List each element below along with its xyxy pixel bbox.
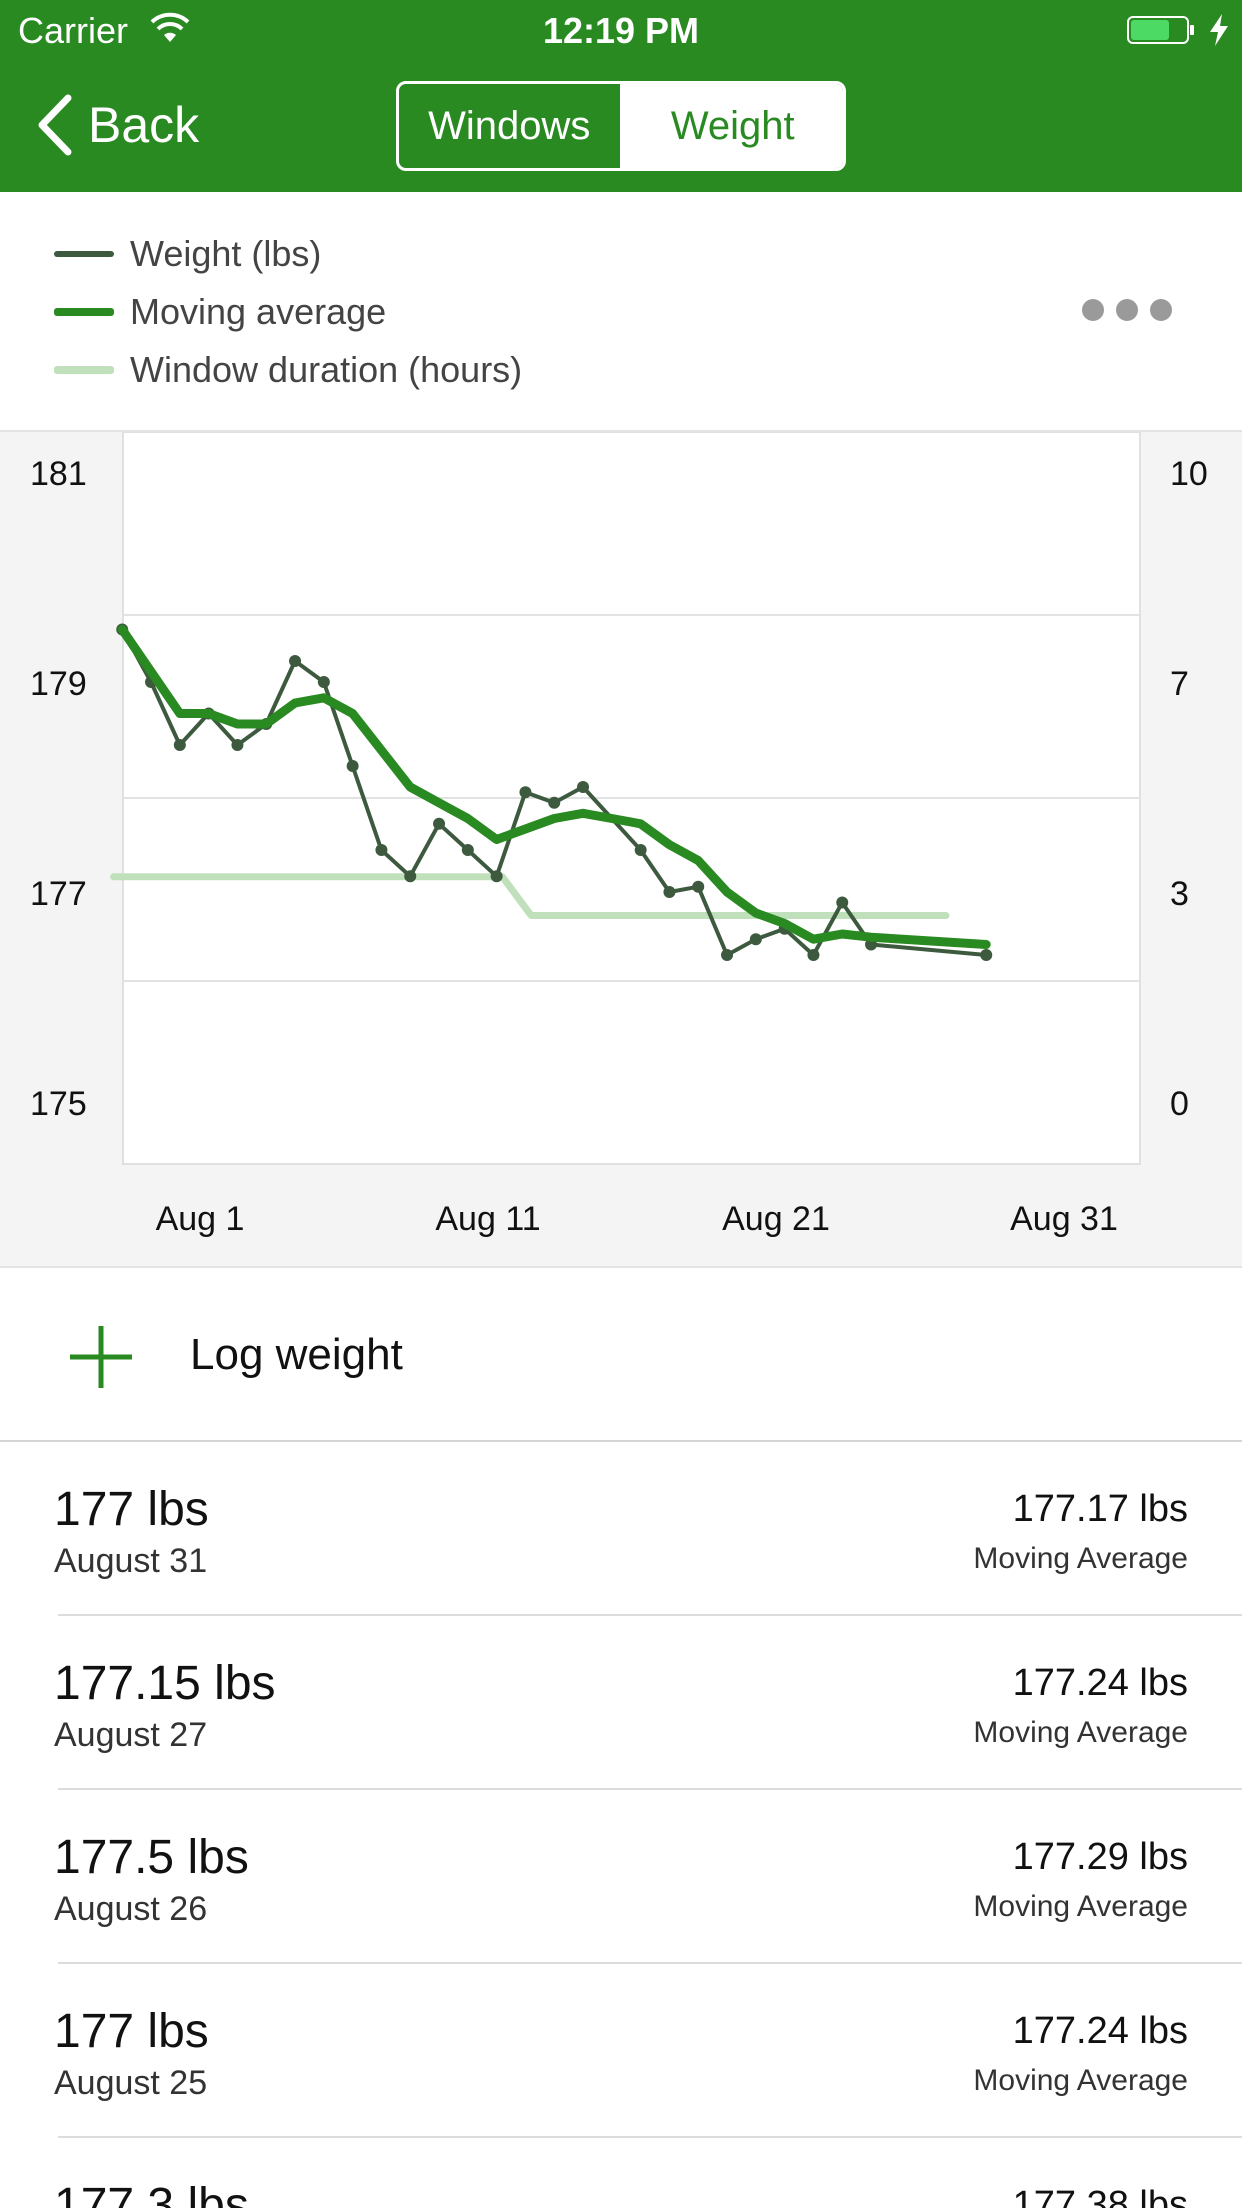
y-axis-left-tick-label: 175 — [30, 1085, 87, 1123]
more-dot — [1082, 299, 1104, 321]
weight-data-point — [289, 655, 302, 667]
entry-moving-average: 177.24 lbs — [1012, 2010, 1188, 2052]
series-line-window-duration — [110, 873, 950, 919]
weight-entry-row[interactable]: 177 lbs August 25 177.24 lbs Moving Aver… — [0, 1964, 1242, 2138]
weight-data-point — [461, 844, 474, 856]
weight-data-point — [404, 870, 417, 883]
weight-data-point — [231, 739, 244, 751]
weight-data-point — [346, 760, 359, 772]
entry-moving-average-label: Moving Average — [973, 1716, 1188, 1749]
back-button[interactable]: Back — [34, 90, 199, 160]
weight-data-point — [836, 896, 849, 909]
weight-data-point — [317, 676, 330, 688]
weight-data-point — [634, 844, 647, 856]
y-axis-right-tick-label: 10 — [1170, 455, 1208, 493]
y-axis-right-tick-label: 7 — [1170, 665, 1189, 703]
weight-data-point — [577, 781, 590, 793]
weight-data-point — [721, 949, 734, 961]
legend-label-weight: Weight (lbs) — [130, 233, 322, 274]
carrier-label: Carrier — [18, 10, 129, 51]
legend-item-weight: Weight (lbs) — [54, 229, 321, 279]
weight-data-point — [749, 933, 762, 946]
status-time: 12:19 PM — [542, 10, 700, 51]
log-weight-label: Log weight — [190, 1330, 403, 1379]
weight-data-point — [692, 880, 705, 893]
weight-entry-row[interactable]: 177 lbs August 31 177.17 lbs Moving Aver… — [0, 1442, 1242, 1616]
tab-windows[interactable]: Windows — [399, 84, 623, 168]
weight-data-point — [807, 949, 820, 961]
legend-item-window-duration: Window duration (hours) — [54, 345, 522, 395]
more-dot — [1116, 299, 1138, 321]
navigation-bar: Back Windows Weight — [0, 60, 1242, 192]
charging-bolt-icon — [1210, 14, 1228, 46]
series-line-moving-average — [117, 625, 991, 949]
entry-weight: 177.5 lbs — [54, 1831, 249, 1884]
entry-weight: 177.15 lbs — [54, 1657, 276, 1710]
back-label: Back — [88, 97, 200, 153]
app-header: Carrier 12:19 PM Back Windows Weight — [0, 0, 1242, 192]
entry-date: August 26 — [54, 1890, 208, 1928]
entry-date: August 27 — [54, 1716, 208, 1754]
weight-data-point — [980, 949, 993, 961]
y-axis-right-tick-label: 0 — [1170, 1085, 1189, 1123]
legend-item-moving-average: Moving average — [54, 287, 386, 337]
entry-moving-average-label: Moving Average — [973, 2064, 1188, 2097]
weight-data-point — [375, 844, 388, 856]
entry-moving-average-label: Moving Average — [973, 1542, 1188, 1575]
weight-data-point — [663, 886, 676, 898]
weight-data-point — [433, 817, 446, 830]
weight-entry-row[interactable]: 177.3 lbs 177.38 lbs — [0, 2138, 1242, 2208]
weight-data-point — [519, 786, 532, 799]
y-axis-right-tick-label: 3 — [1170, 875, 1189, 913]
legend-label-window-duration: Window duration (hours) — [130, 349, 523, 390]
chart-svg: 181 179 177 175 10 7 3 0 Aug 1 Aug 11 Aug 21 Aug 31 — [30, 432, 1208, 1238]
tab-weight[interactable]: Weight — [622, 84, 843, 168]
entry-date: August 31 — [54, 1542, 208, 1580]
segmented-control: Windows Weight — [396, 81, 846, 171]
entry-weight: 177 lbs — [54, 1483, 209, 1536]
plus-icon — [70, 1326, 132, 1388]
y-axis-left-tick-label: 177 — [30, 875, 87, 913]
legend-swatch-weight — [54, 251, 114, 257]
x-axis-tick-label: Aug 11 — [435, 1200, 540, 1238]
entry-date: August 25 — [54, 2064, 208, 2102]
more-dot — [1150, 299, 1172, 321]
x-axis-tick-label: Aug 31 — [1010, 1200, 1118, 1238]
y-axis-left-tick-label: 179 — [30, 665, 87, 703]
entry-moving-average-label: Moving Average — [973, 1890, 1188, 1923]
entry-weight: 177 lbs — [54, 2005, 209, 2058]
entry-moving-average: 177.29 lbs — [1012, 1836, 1188, 1878]
x-axis-tick-label: Aug 1 — [156, 1200, 245, 1238]
x-axis-tick-label: Aug 21 — [722, 1200, 830, 1238]
more-options-icon[interactable] — [1082, 296, 1172, 324]
entry-moving-average: 177.24 lbs — [1012, 1662, 1188, 1704]
wifi-icon — [150, 12, 190, 42]
status-bar: Carrier 12:19 PM — [0, 0, 1242, 60]
entry-moving-average: 177.38 lbs — [1012, 2184, 1188, 2208]
entry-weight: 177.3 lbs — [54, 2179, 249, 2208]
weight-data-point — [490, 870, 503, 883]
y-axis-left-tick-label: 181 — [30, 455, 87, 493]
chart-legend: Weight (lbs) Moving average Window durat… — [0, 192, 1242, 432]
legend-swatch-window-duration — [54, 366, 114, 374]
weight-data-point — [173, 739, 186, 751]
weight-entry-row[interactable]: 177.15 lbs August 27 177.24 lbs Moving A… — [0, 1616, 1242, 1790]
weight-data-point — [548, 796, 561, 809]
weight-entry-row[interactable]: 177.5 lbs August 26 177.29 lbs Moving Av… — [0, 1790, 1242, 1964]
battery-icon — [1127, 16, 1194, 44]
legend-label-moving-average: Moving average — [130, 291, 387, 332]
weight-chart[interactable]: 181 179 177 175 10 7 3 0 Aug 1 Aug 11 Aug 21 Aug 31 — [0, 432, 1242, 1268]
chevron-left-icon — [38, 94, 72, 156]
log-weight-button[interactable]: Log weight — [0, 1270, 1242, 1442]
legend-swatch-moving-average — [54, 308, 114, 316]
entry-moving-average: 177.17 lbs — [1012, 1488, 1188, 1530]
weight-entry-list: 177 lbs August 31 177.17 lbs Moving Aver… — [0, 1442, 1242, 2208]
